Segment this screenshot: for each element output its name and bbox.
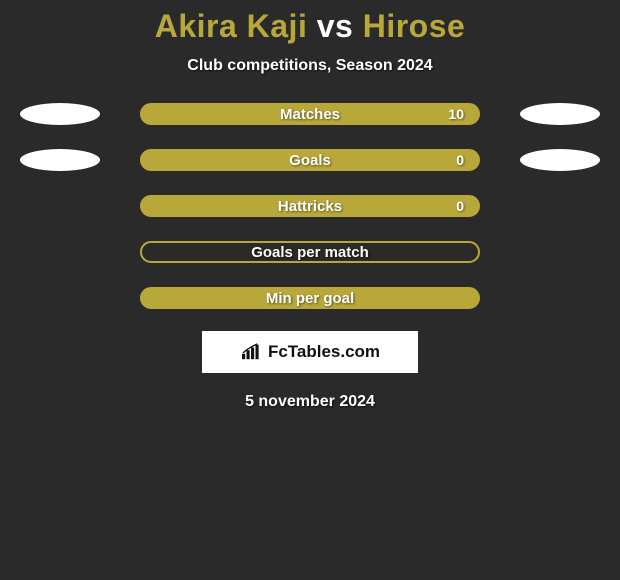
stat-bar: Hattricks 0 xyxy=(140,195,480,217)
page-title: Akira Kaji vs Hirose xyxy=(155,8,466,45)
subtitle: Club competitions, Season 2024 xyxy=(187,57,432,75)
player1-name: Akira Kaji xyxy=(155,8,308,44)
stat-value: 10 xyxy=(448,106,464,122)
stat-label: Goals xyxy=(289,152,331,169)
date-text: 5 november 2024 xyxy=(245,393,375,411)
stat-row: Goals per match xyxy=(0,241,620,263)
stats-rows: Matches 10 Goals 0 Hattricks 0 Goals per match… xyxy=(0,103,620,309)
stat-row: Goals 0 xyxy=(0,149,620,171)
left-ellipse xyxy=(20,149,100,171)
right-ellipse xyxy=(520,103,600,125)
stat-label: Hattricks xyxy=(278,198,342,215)
chart-icon xyxy=(240,343,262,361)
stat-label: Matches xyxy=(280,106,340,123)
stat-label: Min per goal xyxy=(266,290,354,307)
right-ellipse xyxy=(520,149,600,171)
stat-value: 0 xyxy=(456,152,464,168)
comparison-card: Akira Kaji vs Hirose Club competitions, … xyxy=(0,0,620,411)
stat-bar: Matches 10 xyxy=(140,103,480,125)
left-ellipse xyxy=(20,103,100,125)
stat-row: Hattricks 0 xyxy=(0,195,620,217)
stat-label: Goals per match xyxy=(251,244,369,261)
stat-bar: Goals per match xyxy=(140,241,480,263)
player2-name: Hirose xyxy=(363,8,466,44)
stat-row: Matches 10 xyxy=(0,103,620,125)
stat-value: 0 xyxy=(456,198,464,214)
stat-bar: Min per goal xyxy=(140,287,480,309)
logo-box: FcTables.com xyxy=(202,331,418,373)
stat-bar: Goals 0 xyxy=(140,149,480,171)
stat-row: Min per goal xyxy=(0,287,620,309)
vs-text: vs xyxy=(317,8,354,44)
logo-text: FcTables.com xyxy=(268,342,380,362)
